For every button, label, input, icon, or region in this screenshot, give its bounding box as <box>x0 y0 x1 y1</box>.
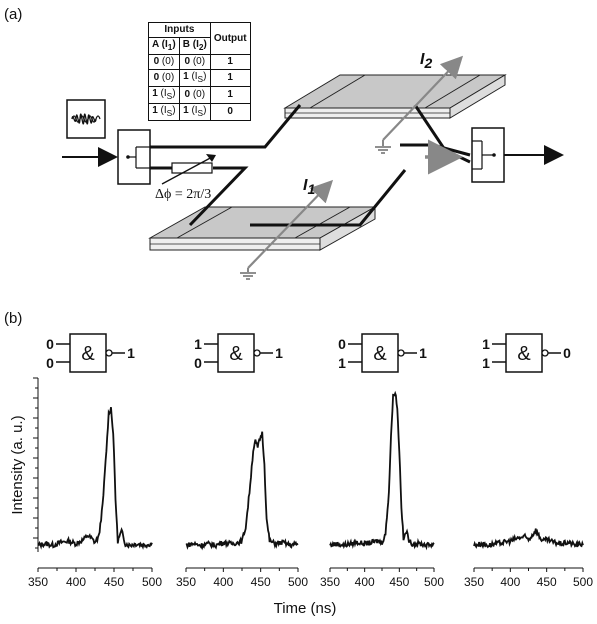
nand-gate-1: & 0 0 1 <box>46 333 135 373</box>
nand-gate-4: & 1 1 0 <box>482 333 571 373</box>
x-tick-label: 350 <box>464 575 484 589</box>
lower-waveguide-slab <box>148 206 377 251</box>
output-header: Output <box>209 22 251 55</box>
cell-b: 0 (0) <box>178 54 211 70</box>
gate-input-b-value: 1 <box>338 355 346 371</box>
cell-b: 1 (IS) <box>178 69 211 87</box>
gate-output-value: 1 <box>275 345 283 361</box>
x-tick-label: 350 <box>320 575 340 589</box>
gate-input-a-value: 0 <box>46 336 54 352</box>
x-tick-label: 500 <box>573 575 593 589</box>
cell-out: 0 <box>209 103 251 121</box>
gate-body <box>69 333 107 373</box>
y-axis-label: Intensity (a. u.) <box>9 415 26 514</box>
gate-input-a-value: 1 <box>194 336 202 352</box>
gate-input-a-value: 0 <box>338 336 346 352</box>
gate-output-value: 1 <box>419 345 427 361</box>
table-row: 0 (0) 1 (IS) 1 <box>148 69 251 87</box>
cell-out: 1 <box>209 54 251 70</box>
cell-a: 1 (IS) <box>148 103 180 121</box>
table-row: 0 (0) 0 (0) 1 <box>148 54 251 70</box>
table-row: 1 (IS) 1 (IS) 0 <box>148 103 251 121</box>
cell-b: 1 (IS) <box>178 103 211 121</box>
gate-body <box>217 333 255 373</box>
gate-output-value: 1 <box>127 345 135 361</box>
x-tick-label: 450 <box>104 575 124 589</box>
gate-inverter-bubble <box>105 349 113 357</box>
phase-label: Δϕ = 2π/3 <box>155 187 211 202</box>
current-label-i1: I1 <box>303 177 315 197</box>
truth-table: Inputs Output A (I1) B (I2) 0 (0) 0 (0) … <box>148 22 251 121</box>
gate-input-b-value: 0 <box>46 355 54 371</box>
gate-symbol: & <box>517 343 531 365</box>
gate-output-value: 0 <box>563 345 571 361</box>
x-tick-label: 400 <box>355 575 375 589</box>
x-tick-label: 500 <box>424 575 444 589</box>
nand-gate-3: & 0 1 1 <box>338 333 427 373</box>
pulse-chart-2: 350 400 450 500 <box>176 431 308 589</box>
x-tick-label: 400 <box>213 575 233 589</box>
current-wire-i2 <box>375 55 464 154</box>
combiner <box>471 127 505 183</box>
splitter <box>117 129 172 185</box>
pulse-chart-3: 350 400 450 500 <box>320 390 444 589</box>
upper-waveguide-slab <box>283 74 507 119</box>
phase-shifter <box>161 154 216 185</box>
x-axis-label: Time (ns) <box>274 600 337 617</box>
table-row: 1 (IS) 0 (0) 1 <box>148 86 251 104</box>
gate-symbol: & <box>373 343 387 365</box>
pulse-chart-4: 350 400 450 500 <box>464 528 593 589</box>
x-tick-label: 400 <box>66 575 86 589</box>
gate-input-b-value: 1 <box>482 355 490 371</box>
cell-out: 1 <box>209 86 251 104</box>
gate-body <box>505 333 543 373</box>
gate-body <box>361 333 399 373</box>
pulse-trace <box>473 528 584 550</box>
nand-gate-2: & 1 0 1 <box>194 333 283 373</box>
gate-inverter-bubble <box>253 349 261 357</box>
x-tick-label: 350 <box>28 575 48 589</box>
x-tick-label: 350 <box>176 575 196 589</box>
col-b-header: B (I2) <box>178 37 211 55</box>
inputs-header: Inputs <box>148 22 211 38</box>
x-tick-label: 450 <box>537 575 557 589</box>
cell-out: 1 <box>209 69 251 87</box>
y-axis <box>33 377 39 552</box>
gate-input-b-value: 0 <box>194 355 202 371</box>
panel-a-label: (a) <box>4 6 23 23</box>
gate-inverter-bubble <box>397 349 405 357</box>
x-tick-label: 500 <box>142 575 162 589</box>
cell-a: 0 (0) <box>148 69 180 87</box>
input-signal-icon <box>66 99 106 139</box>
col-a-header: A (I1) <box>148 37 180 55</box>
x-tick-label: 450 <box>389 575 409 589</box>
current-label-i2: I2 <box>420 51 432 71</box>
pulse-chart-1: 350 400 450 500 <box>28 407 162 589</box>
device-schematic: I2 I1 Δϕ = 2π/3 <box>62 51 564 280</box>
gate-inverter-bubble <box>541 349 549 357</box>
cell-b: 0 (0) <box>178 86 211 104</box>
pulse-trace <box>185 431 299 551</box>
cell-a: 0 (0) <box>148 54 180 70</box>
x-tick-label: 400 <box>500 575 520 589</box>
panel-b-label: (b) <box>4 310 23 327</box>
x-tick-label: 450 <box>251 575 271 589</box>
pulse-trace <box>329 390 435 551</box>
current-wire-i1 <box>240 179 334 280</box>
pulse-trace <box>37 407 153 550</box>
gate-symbol: & <box>229 343 243 365</box>
gate-symbol: & <box>81 343 95 365</box>
x-tick-label: 500 <box>288 575 308 589</box>
gate-input-a-value: 1 <box>482 336 490 352</box>
cell-a: 1 (IS) <box>148 86 180 104</box>
